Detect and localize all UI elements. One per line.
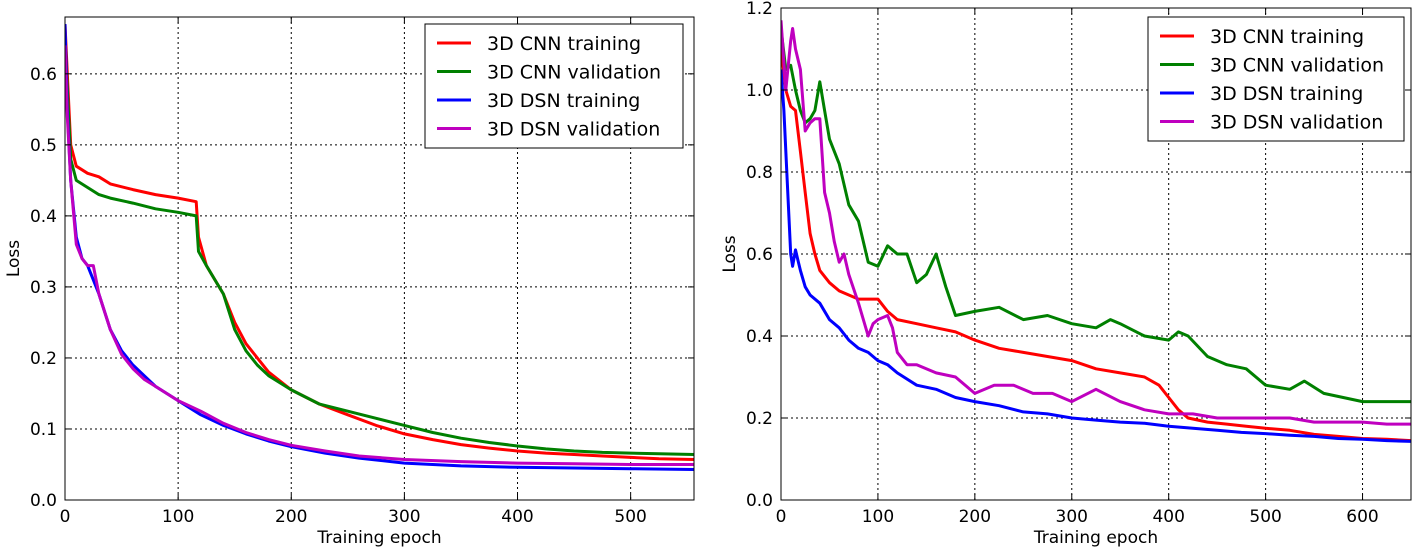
- y-tick-label: 0.3: [30, 278, 57, 298]
- x-tick-label: 0: [776, 507, 787, 527]
- series-line-3d-dsn-validation: [65, 45, 694, 466]
- y-tick-label: 1.2: [746, 0, 773, 19]
- legend-label: 3D DSN training: [1210, 83, 1363, 105]
- legend-label: 3D DSN validation: [487, 119, 660, 141]
- x-tick-label: 200: [275, 507, 307, 527]
- legend-label: 3D CNN training: [487, 33, 641, 55]
- plot-frame: [64, 16, 695, 501]
- x-axis-label: Training epoch: [1033, 528, 1158, 548]
- series-line-3d-dsn-training: [781, 69, 1411, 443]
- x-axis-label: Training epoch: [316, 528, 441, 548]
- x-tick-label: 300: [1056, 507, 1088, 527]
- series-lines: [781, 20, 1411, 443]
- legend-label: 3D DSN training: [487, 90, 640, 112]
- ticks: 0 100 200 300 400 500 0.0 0.1 0.2 0.3 0.4 0.5 0.6: [30, 17, 694, 527]
- x-tick-label: 200: [959, 507, 991, 527]
- series-line-3d-cnn-validation: [781, 28, 1411, 404]
- x-tick-label: 600: [1346, 507, 1378, 527]
- x-tick-label: 500: [1249, 507, 1281, 527]
- x-tick-label: 100: [162, 507, 194, 527]
- x-tick-label: 100: [862, 507, 894, 527]
- y-tick-label: 0.2: [746, 409, 773, 429]
- x-tick-label: 500: [614, 507, 646, 527]
- y-tick-label: 0.5: [30, 136, 57, 156]
- series-lines: [65, 24, 694, 471]
- legend-label: 3D CNN validation: [1210, 55, 1384, 77]
- y-tick-label: 0.8: [746, 163, 773, 183]
- y-tick-label: 0.2: [30, 349, 57, 369]
- left-loss-chart: 0 100 200 300 400 500 0.0 0.1 0.2 0.3 0.4 0.5 0.6 Tra…: [4, 16, 695, 548]
- y-tick-label: 0.0: [30, 491, 57, 511]
- right-loss-chart: 0 100 200 300 400 500 600 0.0 0.2 0.4 0.6 0.8 1.0 1.2…: [720, 0, 1412, 548]
- y-axis-label: Loss: [4, 240, 24, 277]
- y-tick-label: 0.1: [30, 420, 57, 440]
- y-axis-label: Loss: [720, 235, 740, 272]
- y-tick-label: 0.4: [30, 207, 57, 227]
- legend-label: 3D CNN validation: [487, 62, 661, 84]
- y-tick-label: 0.6: [746, 245, 773, 265]
- legend-label: 3D DSN validation: [1210, 112, 1383, 134]
- x-tick-label: 400: [1152, 507, 1184, 527]
- legend: 3D CNN training 3D CNN validation 3D DSN t…: [424, 23, 684, 149]
- y-tick-label: 1.0: [746, 81, 773, 101]
- y-tick-label: 0.0: [746, 491, 773, 511]
- x-tick-label: 0: [60, 507, 71, 527]
- legend-label: 3D CNN training: [1210, 26, 1364, 48]
- series-line-3d-cnn-training: [781, 48, 1411, 443]
- series-line-3d-cnn-training: [65, 24, 694, 461]
- legend: 3D CNN training 3D CNN validation 3D DSN t…: [1147, 16, 1405, 142]
- x-tick-label: 300: [388, 507, 420, 527]
- x-tick-label: 400: [501, 507, 533, 527]
- y-tick-label: 0.6: [30, 65, 57, 85]
- series-line-3d-cnn-validation: [65, 38, 694, 456]
- y-tick-label: 0.4: [746, 327, 773, 347]
- series-line-3d-dsn-validation: [781, 20, 1411, 426]
- ticks: 0 100 200 300 400 500 600 0.0 0.2 0.4 0.6 0.8 1.0 1.2: [746, 0, 1411, 527]
